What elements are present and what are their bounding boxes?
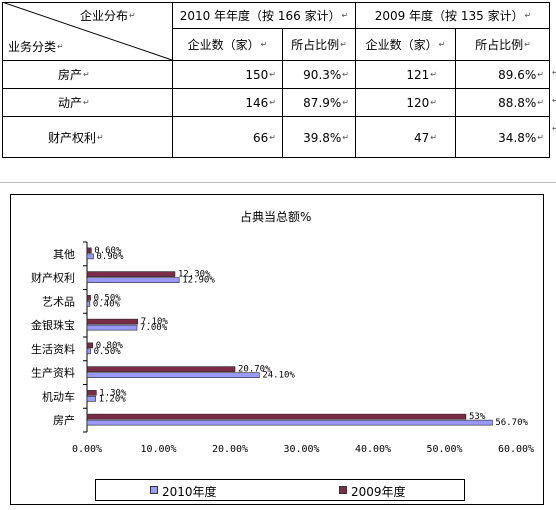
data-label: 56.70% — [495, 418, 528, 428]
data-label: 0.60% — [94, 246, 122, 256]
row-ratio-2009: 34.8% ↵ — [498, 130, 544, 145]
subheader-count-2009: 企业数（家） ↵ — [365, 37, 446, 52]
table-divider — [172, 2, 173, 158]
data-table — [2, 2, 550, 158]
x-tick-label: 40.00% — [355, 444, 391, 455]
table-divider — [172, 28, 550, 29]
category-label: 生产资料 — [31, 366, 75, 380]
row-count-2009: 47 ↵ — [414, 130, 437, 145]
legend-label-2009: 2009年度 — [351, 485, 406, 499]
category-label: 财产权利 — [31, 271, 75, 285]
x-tick-label: 20.00% — [212, 444, 248, 455]
row-end-mark: ↵ — [552, 96, 556, 105]
legend-label-2010: 2010年度 — [162, 485, 217, 499]
bar — [86, 253, 94, 260]
chart-legend — [95, 479, 465, 501]
bar — [86, 318, 139, 325]
data-label: 0.80% — [96, 341, 124, 351]
row-label: 动产 ↵ — [58, 95, 90, 110]
row-ratio-2010: 87.9% ↵ — [303, 95, 349, 110]
data-label: 1.20% — [99, 394, 127, 404]
data-label: 0.50% — [94, 293, 122, 303]
category-label: 房产 — [53, 413, 75, 427]
chart-frame — [10, 194, 544, 505]
table-divider — [2, 116, 550, 117]
table-divider — [2, 88, 550, 89]
row-count-2009: 121 ↵ — [406, 67, 437, 82]
bar — [86, 277, 180, 283]
data-label: 7.10% — [141, 317, 169, 327]
chart-title: 占典当总额% — [240, 210, 312, 224]
table-divider — [455, 28, 456, 158]
row-ratio-2009: 88.8% ↵ — [498, 95, 544, 110]
table-divider — [355, 2, 356, 158]
x-tick-label: 10.00% — [140, 444, 176, 455]
data-label: 1.30% — [99, 388, 127, 398]
row-label: 财产权利 ↵ — [48, 130, 104, 145]
x-tick-label: 0.00% — [72, 444, 102, 455]
bar — [86, 390, 97, 396]
corner-header-bottom: 业务分类 ↵ — [8, 40, 64, 54]
bar — [86, 413, 467, 420]
legend-swatch-2010 — [150, 486, 158, 494]
x-tick-label: 60.00% — [498, 444, 534, 455]
bar — [86, 295, 91, 301]
bar — [86, 301, 91, 307]
data-label: 53% — [469, 412, 486, 422]
row-ratio-2010: 90.3% ↵ — [303, 67, 349, 82]
page-separator — [0, 182, 556, 183]
row-end-mark: ↵ — [552, 68, 556, 77]
data-label: 24.10% — [262, 371, 295, 381]
bar — [86, 372, 260, 378]
header-2009-group: 2009 年度（按 135 家计） ↵ — [374, 8, 532, 23]
row-count-2010: 66 ↵ — [253, 130, 276, 145]
data-label: 20.70% — [238, 365, 271, 375]
row-end-mark: ↵ — [552, 124, 556, 133]
category-label: 生活资料 — [31, 342, 75, 356]
bar — [86, 348, 91, 355]
bar — [86, 324, 138, 331]
table-divider — [2, 60, 550, 61]
data-label: 0.90% — [96, 252, 124, 262]
row-count-2009: 120 ↵ — [406, 95, 437, 110]
x-tick-label: 30.00% — [283, 444, 319, 455]
corner-header-top: 企业分布 ↵ — [80, 9, 136, 23]
x-tick-label: 50.00% — [426, 444, 462, 455]
bar — [86, 247, 92, 254]
data-label: 0.50% — [94, 347, 122, 357]
row-ratio-2009: 89.6% ↵ — [498, 67, 544, 82]
data-label: 0.40% — [93, 299, 121, 309]
data-label: 12.30% — [178, 270, 211, 280]
bar — [86, 271, 176, 277]
subheader-count-2010: 企业数（家） ↵ — [187, 37, 268, 52]
category-label: 其他 — [53, 248, 75, 261]
data-label: 7.00% — [140, 323, 168, 333]
row-count-2010: 146 ↵ — [245, 95, 276, 110]
row-label: 房产 ↵ — [58, 67, 90, 82]
row-count-2010: 150 ↵ — [245, 67, 276, 82]
bar — [86, 366, 236, 372]
data-label: 12.90% — [182, 276, 215, 286]
category-label: 机动车 — [42, 389, 75, 403]
header-diagonal — [2, 2, 173, 61]
table-divider — [282, 28, 283, 158]
legend-swatch-2009 — [339, 486, 347, 494]
bar — [86, 419, 493, 426]
row-ratio-2010: 39.8% ↵ — [303, 130, 349, 145]
category-label: 金银珠宝 — [31, 318, 75, 332]
bar — [86, 396, 96, 402]
bar — [86, 342, 94, 349]
category-label: 艺术品 — [42, 295, 75, 308]
subheader-ratio-2010: 所占比例 ↵ — [291, 37, 347, 52]
header-2010-group: 2010 年年度（按 166 家计） ↵ — [179, 8, 349, 23]
subheader-ratio-2009: 所占比例 ↵ — [475, 37, 531, 52]
